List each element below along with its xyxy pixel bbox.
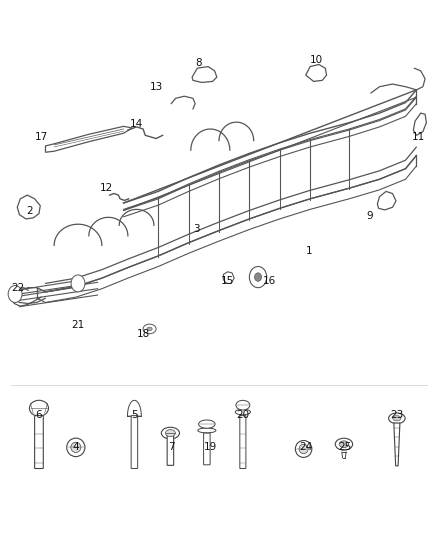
Ellipse shape bbox=[389, 413, 405, 424]
Text: 17: 17 bbox=[35, 132, 48, 142]
Ellipse shape bbox=[235, 409, 251, 415]
Ellipse shape bbox=[299, 445, 308, 454]
Text: 21: 21 bbox=[71, 320, 85, 330]
Polygon shape bbox=[413, 113, 426, 135]
Ellipse shape bbox=[161, 427, 180, 439]
Text: 7: 7 bbox=[168, 442, 175, 453]
Text: 10: 10 bbox=[310, 55, 323, 65]
Polygon shape bbox=[46, 126, 132, 152]
FancyBboxPatch shape bbox=[204, 433, 210, 465]
Text: 24: 24 bbox=[299, 442, 312, 453]
Text: 22: 22 bbox=[11, 282, 24, 293]
Text: 11: 11 bbox=[412, 132, 425, 142]
Ellipse shape bbox=[147, 327, 152, 331]
Circle shape bbox=[254, 273, 261, 281]
FancyBboxPatch shape bbox=[240, 416, 246, 469]
Text: 19: 19 bbox=[204, 442, 217, 453]
Ellipse shape bbox=[29, 400, 49, 416]
Ellipse shape bbox=[166, 430, 175, 437]
Polygon shape bbox=[17, 195, 40, 219]
Ellipse shape bbox=[198, 420, 215, 428]
Text: 1: 1 bbox=[306, 246, 312, 256]
Ellipse shape bbox=[295, 440, 312, 457]
Text: 20: 20 bbox=[236, 409, 249, 419]
Text: 4: 4 bbox=[73, 442, 79, 453]
Text: 23: 23 bbox=[390, 409, 403, 419]
Polygon shape bbox=[192, 67, 217, 83]
Polygon shape bbox=[223, 272, 234, 284]
Ellipse shape bbox=[71, 442, 81, 453]
Ellipse shape bbox=[236, 400, 250, 410]
Ellipse shape bbox=[335, 438, 353, 450]
Text: 15: 15 bbox=[221, 276, 234, 286]
Polygon shape bbox=[306, 64, 327, 82]
Polygon shape bbox=[127, 400, 141, 416]
FancyBboxPatch shape bbox=[131, 416, 138, 469]
FancyBboxPatch shape bbox=[167, 433, 173, 465]
Ellipse shape bbox=[393, 416, 401, 421]
Text: 5: 5 bbox=[131, 409, 138, 419]
Text: 2: 2 bbox=[26, 206, 32, 216]
Ellipse shape bbox=[143, 324, 156, 334]
Text: 6: 6 bbox=[35, 409, 42, 419]
Circle shape bbox=[71, 275, 85, 292]
Text: 25: 25 bbox=[338, 442, 351, 453]
Text: 16: 16 bbox=[262, 276, 276, 286]
Text: 3: 3 bbox=[193, 224, 200, 235]
Ellipse shape bbox=[198, 428, 216, 433]
Ellipse shape bbox=[339, 441, 349, 448]
FancyBboxPatch shape bbox=[35, 416, 43, 469]
Text: 18: 18 bbox=[137, 329, 150, 339]
Polygon shape bbox=[378, 191, 396, 210]
Circle shape bbox=[249, 266, 267, 288]
Circle shape bbox=[8, 286, 22, 302]
Text: 12: 12 bbox=[100, 183, 113, 193]
Text: 8: 8 bbox=[195, 58, 202, 68]
Ellipse shape bbox=[67, 438, 85, 457]
Text: 14: 14 bbox=[130, 119, 143, 128]
Polygon shape bbox=[394, 423, 400, 466]
Text: 9: 9 bbox=[367, 211, 373, 221]
Text: 13: 13 bbox=[150, 82, 163, 92]
